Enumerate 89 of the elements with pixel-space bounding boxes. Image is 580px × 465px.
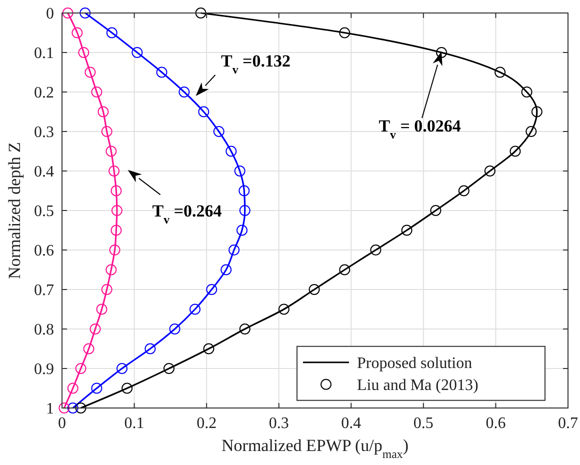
y-tick-label: 0	[46, 6, 54, 23]
point	[436, 47, 447, 58]
point	[163, 363, 174, 374]
point	[106, 264, 117, 276]
annotation: T$_{v}$ =0.264	[152, 201, 222, 226]
point	[521, 86, 532, 98]
point	[111, 205, 122, 216]
point	[510, 146, 521, 157]
y-tick-label: 1	[46, 400, 54, 418]
point	[339, 27, 350, 38]
x-tick-label: 0.4	[341, 415, 362, 432]
point	[228, 244, 240, 256]
x-tick-label: 0.3	[268, 415, 289, 432]
point	[156, 66, 168, 78]
point	[110, 224, 122, 236]
point	[75, 402, 86, 414]
y-tick-label: 0.3	[34, 124, 54, 142]
point	[144, 343, 156, 354]
annotation: T$_{v}$ =0.132	[220, 51, 290, 76]
point	[278, 304, 290, 315]
point	[96, 304, 108, 315]
y-tick-label: 0.9	[34, 361, 54, 378]
x-tick-label: 0.2	[196, 415, 217, 432]
point	[190, 304, 201, 315]
x-tick-label: 0	[58, 415, 66, 432]
x-tick-label: 0.6	[486, 415, 506, 432]
point	[370, 244, 382, 256]
point	[90, 324, 101, 334]
point	[238, 185, 250, 196]
x-axis-title: Normalized EPWP (u/p$_{max}$)	[222, 436, 408, 461]
point	[234, 166, 246, 176]
point	[75, 363, 86, 374]
point	[484, 166, 496, 176]
point	[169, 324, 180, 334]
y-tick-label: 0.6	[34, 242, 54, 260]
point	[91, 382, 102, 394]
point	[83, 343, 94, 354]
y-tick-label: 0.5	[34, 203, 54, 220]
point	[236, 224, 248, 236]
point	[132, 47, 143, 58]
point	[106, 146, 117, 157]
point	[72, 27, 83, 38]
point	[458, 185, 470, 196]
point	[239, 205, 250, 216]
point	[98, 106, 109, 118]
point	[101, 284, 112, 295]
point	[101, 126, 112, 137]
point	[108, 166, 120, 176]
point	[67, 382, 78, 394]
point	[110, 185, 122, 196]
point	[339, 264, 350, 276]
point	[58, 402, 70, 414]
point	[430, 205, 442, 216]
point	[226, 146, 237, 157]
x-tick-label: 0.7	[558, 415, 578, 432]
point	[116, 363, 128, 374]
point	[106, 27, 118, 38]
point	[526, 126, 537, 137]
point	[62, 8, 74, 18]
point	[195, 8, 206, 18]
point	[122, 382, 133, 394]
x-tick-label: 0.1	[124, 415, 144, 432]
point	[531, 106, 542, 118]
point	[206, 284, 218, 295]
point	[178, 86, 190, 98]
y-tick-label: 0.4	[34, 164, 54, 181]
annotation: T$_{v}$ = 0.0264	[378, 116, 462, 142]
y-axis-title: Normalized depth Z	[5, 142, 24, 279]
point	[213, 126, 224, 137]
point	[80, 8, 91, 18]
legend-label: Liu and Ma (2013)	[357, 376, 478, 394]
point	[401, 224, 412, 236]
point	[91, 86, 102, 98]
legend-label: Proposed solution	[357, 354, 472, 372]
point	[239, 324, 250, 334]
point	[203, 343, 214, 354]
y-tick-label: 0.1	[34, 45, 54, 62]
point	[198, 106, 210, 118]
y-tick-label: 0.8	[34, 322, 54, 339]
point	[220, 264, 232, 276]
point	[67, 402, 78, 414]
point	[84, 66, 96, 78]
point	[78, 47, 90, 58]
x-tick-label: 0.5	[413, 415, 434, 432]
y-tick-label: 0.7	[34, 282, 54, 300]
y-tick-label: 0.2	[34, 84, 54, 102]
point	[109, 244, 120, 256]
point	[308, 284, 320, 295]
point	[494, 66, 506, 78]
